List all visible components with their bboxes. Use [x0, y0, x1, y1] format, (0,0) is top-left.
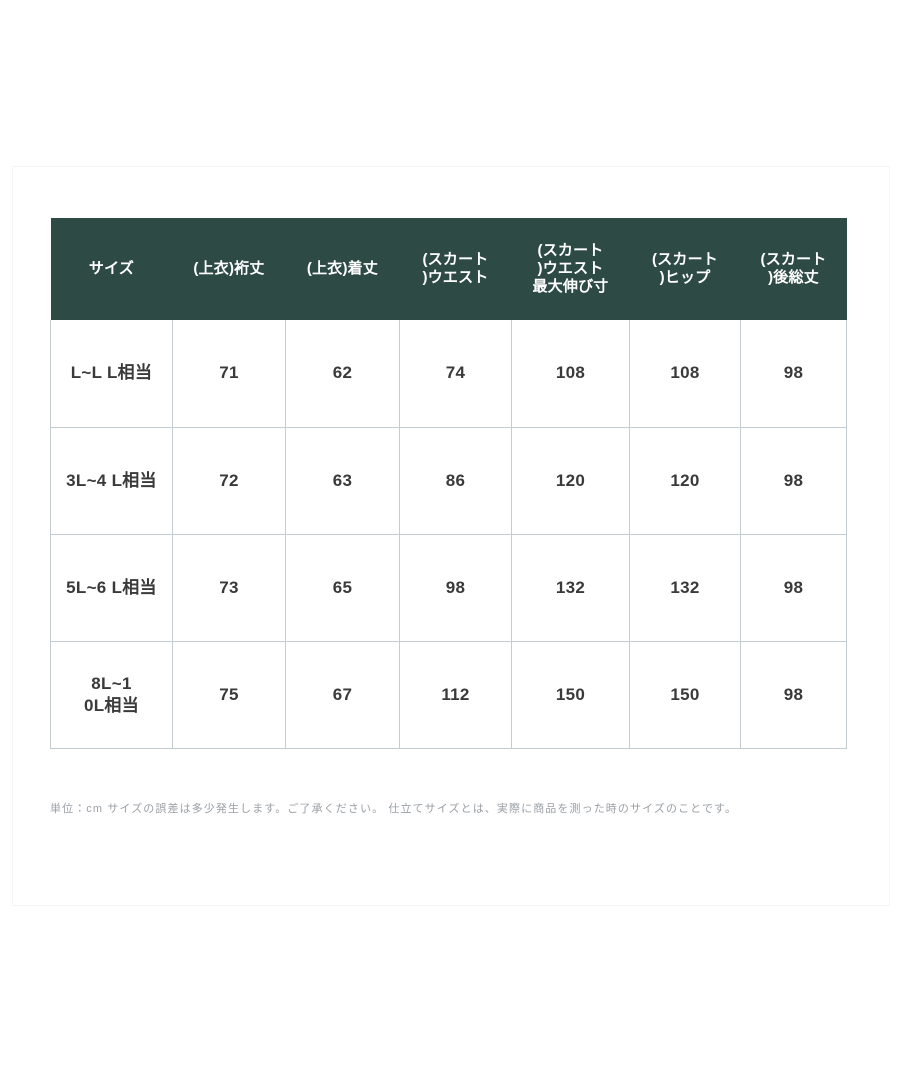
table-cell: 150: [511, 641, 630, 749]
table-cell: 108: [511, 320, 630, 428]
column-header-6: (スカート)後総丈: [740, 218, 847, 320]
table-cell: 120: [629, 427, 741, 535]
footnote-text: 単位：cm サイズの誤差は多少発生します。ご了承ください。 仕立てサイズとは、実…: [50, 803, 738, 815]
table-cell: 71: [172, 320, 286, 428]
table-header-row: サイズ (上衣)裄丈 (上衣)着丈 (スカート)ウエスト (スカート)ウエスト 最大伸び寸…: [50, 218, 847, 320]
table-body: L~L L相当 71 62 74 108 108 98 3L~4 L相当 72 63 86 120 12…: [50, 320, 847, 749]
table-cell: 72: [172, 427, 286, 535]
table-cell: 67: [285, 641, 400, 749]
column-header-line: )ウエスト: [422, 269, 489, 286]
table-row: 8L~1 0L相当 75 67 112 150 150 98: [50, 641, 847, 749]
column-header-line: (スカート: [652, 251, 718, 269]
row-label-line: 0L相当: [83, 695, 140, 715]
table-cell: 73: [172, 534, 286, 642]
column-header-line: (上衣)着丈: [306, 260, 379, 278]
column-header-0: サイズ: [50, 218, 173, 320]
table-cell: 108: [629, 320, 741, 428]
column-header-line: サイズ: [88, 260, 135, 278]
row-label: L~L L相当: [50, 320, 173, 428]
column-header-line: 最大伸び寸: [532, 277, 609, 295]
column-header-2: (上衣)着丈: [285, 218, 400, 320]
column-header-line: (スカート: [760, 251, 827, 269]
table-row: 3L~4 L相当 72 63 86 120 120 98: [50, 427, 847, 535]
table-cell: 132: [629, 534, 741, 642]
column-header-1: (上衣)裄丈: [172, 218, 286, 320]
table-cell: 74: [399, 320, 512, 428]
column-header-4: (スカート)ウエスト 最大伸び寸: [511, 218, 630, 320]
row-label: 5L~6 L相当: [50, 534, 173, 642]
size-chart-container: サイズ (上衣)裄丈 (上衣)着丈 (スカート)ウエスト (スカート)ウエスト 最大伸び寸…: [50, 218, 847, 749]
table-header: サイズ (上衣)裄丈 (上衣)着丈 (スカート)ウエスト (スカート)ウエスト 最大伸び寸…: [50, 218, 847, 320]
column-header-line: )後総丈: [768, 269, 819, 286]
row-label: 8L~1 0L相当: [50, 641, 173, 749]
table-cell: 98: [740, 641, 847, 749]
table-cell: 62: [285, 320, 400, 428]
table-cell: 132: [511, 534, 630, 642]
table-cell: 75: [172, 641, 286, 749]
size-chart-table: サイズ (上衣)裄丈 (上衣)着丈 (スカート)ウエスト (スカート)ウエスト 最大伸び寸…: [50, 218, 847, 749]
table-row: 5L~6 L相当 73 65 98 132 132 98: [50, 534, 847, 642]
column-header-line: (スカート: [537, 242, 604, 260]
row-label-line: 3L~4 L相当: [66, 470, 157, 490]
table-cell: 120: [511, 427, 630, 535]
row-label: 3L~4 L相当: [50, 427, 173, 535]
column-header-line: (上衣)裄丈: [193, 260, 265, 278]
table-cell: 98: [399, 534, 512, 642]
row-label-line: 5L~6 L相当: [66, 577, 157, 597]
table-cell: 98: [740, 534, 847, 642]
table-cell: 65: [285, 534, 400, 642]
column-header-line: )ヒップ: [659, 269, 711, 286]
row-label-line: 8L~1: [91, 673, 132, 693]
row-label-line: L~L L相当: [70, 363, 153, 383]
column-header-line: )ウエスト: [537, 260, 604, 278]
column-header-5: (スカート)ヒップ: [629, 218, 741, 320]
table-cell: 98: [740, 320, 847, 428]
column-header-line: (スカート: [422, 251, 489, 269]
table-cell: 98: [740, 427, 847, 535]
table-row: L~L L相当 71 62 74 108 108 98: [50, 320, 847, 428]
table-cell: 150: [629, 641, 741, 749]
table-cell: 112: [399, 641, 512, 749]
table-cell: 63: [285, 427, 400, 535]
table-cell: 86: [399, 427, 512, 535]
column-header-3: (スカート)ウエスト: [399, 218, 512, 320]
